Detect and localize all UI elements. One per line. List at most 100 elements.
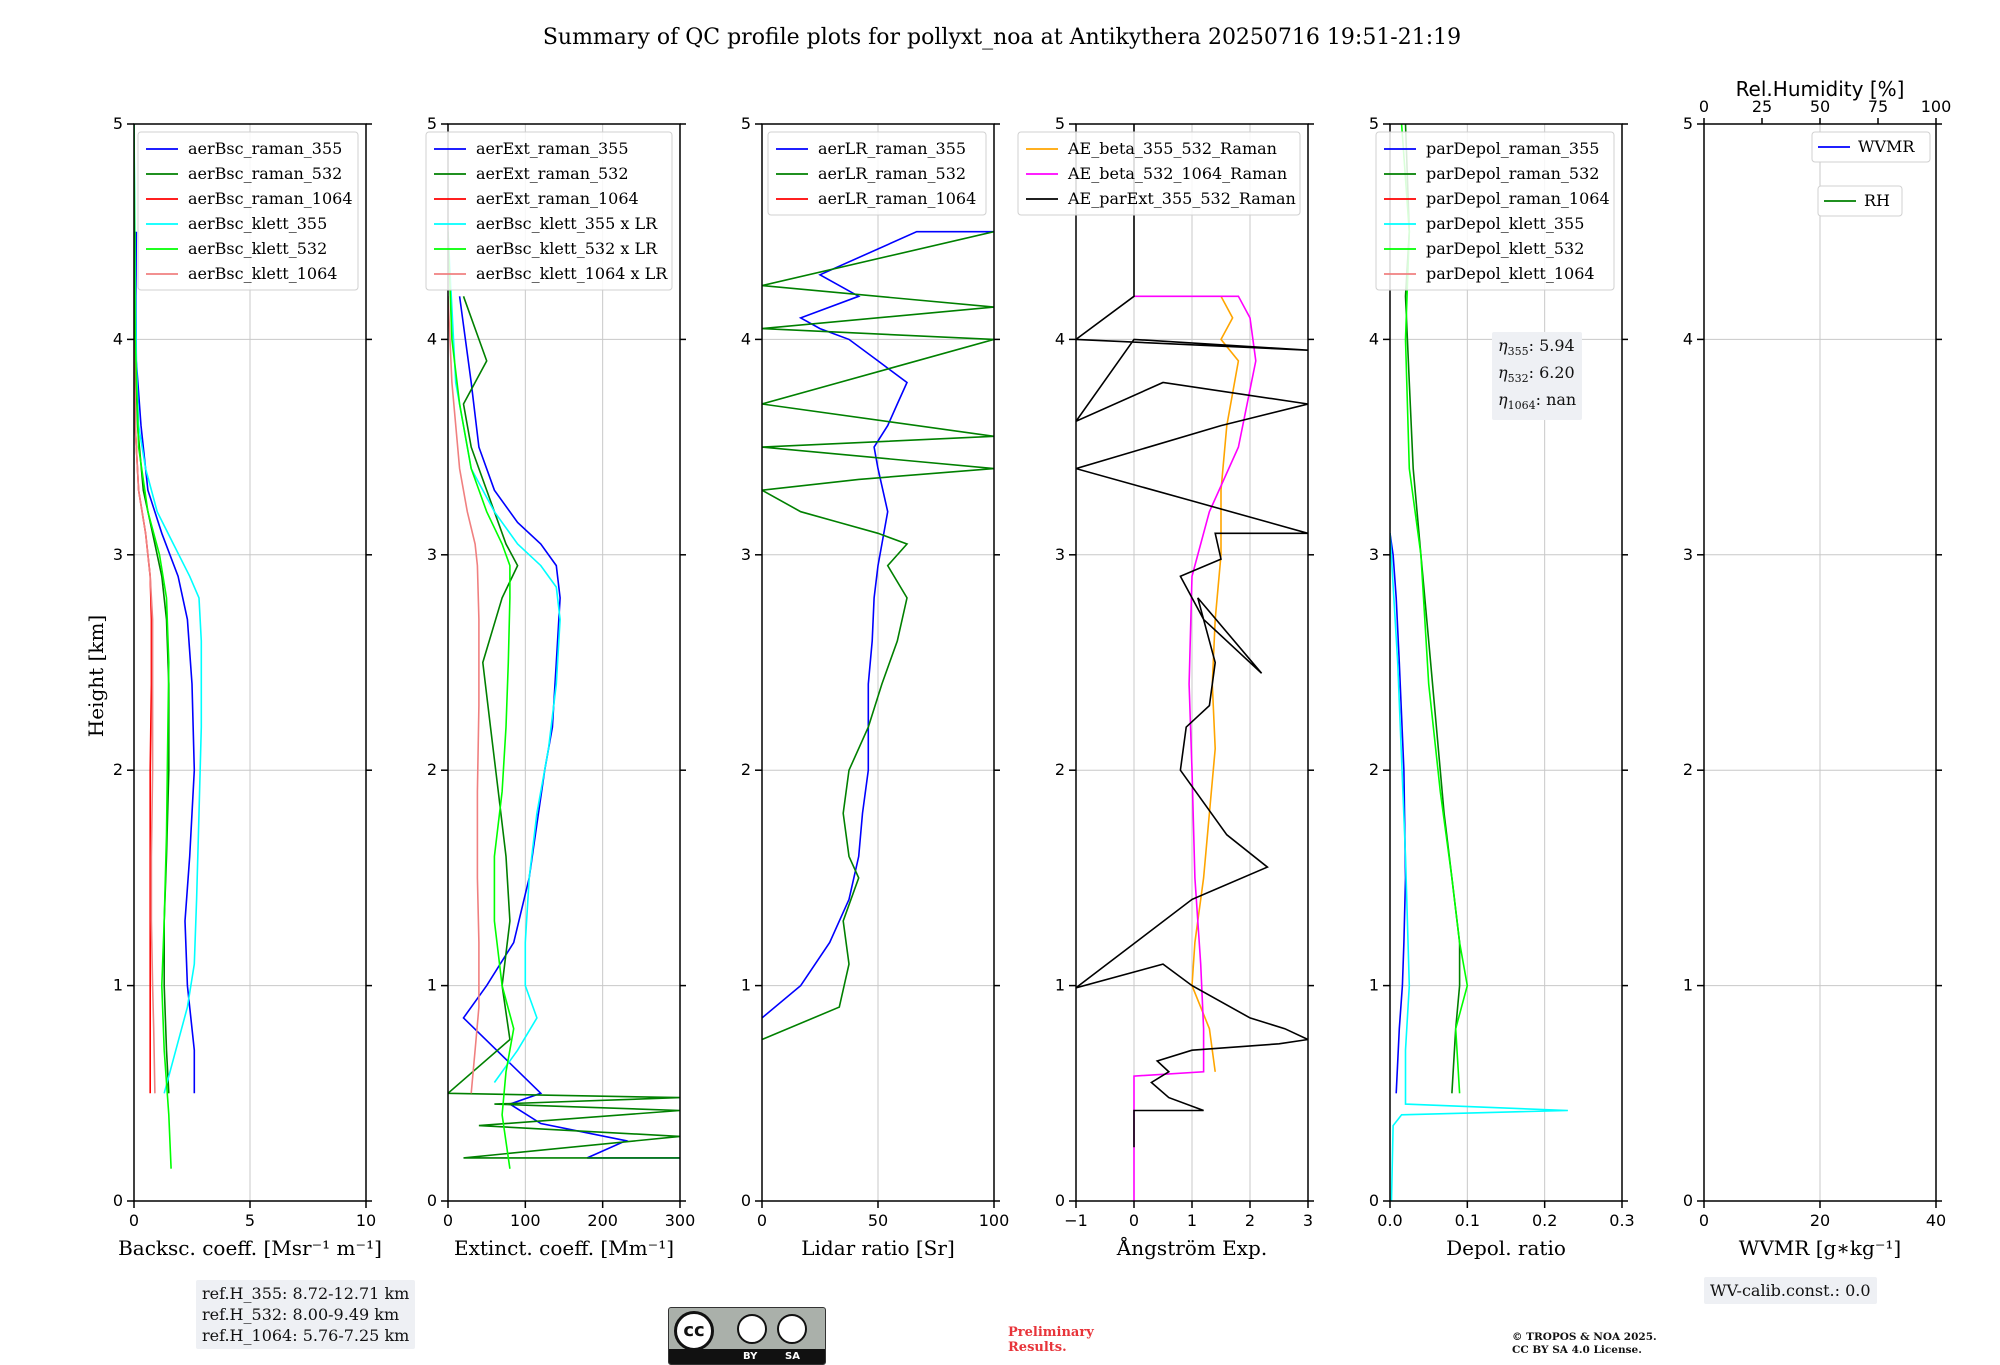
axes-frame (133, 123, 367, 1202)
y-tick-label: 3 (1683, 545, 1693, 564)
series-line-aerBsc_raman_355 (135, 231, 196, 1094)
series-line-aerLR_raman_355 (762, 230, 994, 1019)
series-line-aerBsc_klett_1064 x LR (448, 296, 480, 1094)
legend-label: aerBsc_klett_532 x LR (476, 239, 658, 258)
legend-label: WVMR (1858, 137, 1915, 156)
y-tick-label: 5 (427, 114, 437, 133)
axes-frame (447, 123, 681, 1202)
top-tick-label: 0 (1699, 97, 1709, 116)
y-tick-label: 0 (427, 1191, 437, 1210)
series-line-aerExt_raman_355 (458, 296, 680, 1159)
y-tick-label: 0 (1055, 1191, 1065, 1210)
x-tick-label: 100 (979, 1211, 1010, 1230)
legend-box (425, 131, 673, 291)
y-tick-label: 3 (427, 545, 437, 564)
legend-label: AE_beta_532_1064_Raman (1067, 164, 1287, 183)
top-tick-label: 50 (1810, 97, 1830, 116)
y-tick-label: 5 (1683, 114, 1693, 133)
series-line-aerLR_raman_532 (762, 230, 994, 1041)
legend-box (767, 131, 987, 216)
legend-label: parDepol_klett_355 (1426, 214, 1584, 233)
series-line-AE_parExt_355_532_Raman (1076, 124, 1308, 1148)
axes-frame (761, 123, 995, 1202)
top-tick-label: 75 (1868, 97, 1888, 116)
y-tick-label: 1 (1683, 976, 1693, 995)
y-tick-label: 5 (113, 114, 123, 133)
series-line-aerExt_raman_532 (448, 296, 680, 1159)
legend-label: aerBsc_klett_1064 x LR (476, 264, 668, 283)
y-tick-label: 1 (427, 976, 437, 995)
x-axis-label: Ångström Exp. (1116, 1235, 1267, 1260)
x-axis-label: Depol. ratio (1446, 1236, 1566, 1260)
attribution-icon (737, 1314, 767, 1344)
y-tick-label: 5 (1055, 114, 1065, 133)
legend-label: aerExt_raman_532 (476, 164, 629, 183)
sa-label: SA (785, 1351, 800, 1362)
x-tick-label: 3 (1303, 1211, 1313, 1230)
top-axis-label: Rel.Humidity [%] (1736, 77, 1905, 101)
ref-line: ref.H_355: 8.72-12.71 km (202, 1284, 410, 1303)
x-tick-label: 0.2 (1532, 1211, 1557, 1230)
x-tick-label: 100 (510, 1211, 541, 1230)
y-tick-label: 3 (113, 545, 123, 564)
legend-label: aerBsc_raman_1064 (188, 189, 353, 208)
series-line-AE_beta_355_532_Raman (1191, 295, 1240, 1072)
x-axis-label: Extinct. coeff. [Mm⁻¹] (454, 1236, 674, 1260)
eta-line: η532: 6.20 (1498, 363, 1575, 386)
by-label: BY (743, 1351, 758, 1362)
legend-label: AE_parExt_355_532_Raman (1067, 189, 1296, 208)
x-tick-label: 0.0 (1377, 1211, 1402, 1230)
wv-calibration-box: WV-calib.const.: 0.0 (1704, 1277, 1877, 1304)
y-tick-label: 4 (113, 329, 123, 348)
x-tick-label: 0 (1699, 1211, 1709, 1230)
panel-6: 0 20 40 0 1 2 3 4 5 WVMR [g∗kg⁻¹] 0 25 50 75 100 Rel.Hu… (1683, 77, 1951, 1260)
y-tick-label: 2 (741, 760, 751, 779)
legend-label: RH (1864, 191, 1890, 210)
legend-box (1811, 131, 1931, 163)
series-line-AE_beta_532_1064_Raman (1133, 295, 1257, 1201)
y-axis-label: Height [km] (84, 615, 108, 737)
y-tick-label: 0 (113, 1191, 123, 1210)
x-tick-label: 0 (1129, 1211, 1139, 1230)
series-line-aerBsc_klett_1064 (134, 339, 156, 1094)
legend-label: aerExt_raman_355 (476, 139, 629, 158)
y-tick-label: 2 (1683, 760, 1693, 779)
legend-box (1375, 131, 1615, 291)
x-axis-label: WVMR [g∗kg⁻¹] (1739, 1236, 1901, 1260)
series-line-aerBsc_klett_532 (134, 124, 172, 1169)
top-tick-label: 25 (1752, 97, 1772, 116)
legend-box (1017, 131, 1301, 216)
legend-label: aerBsc_raman_355 (188, 139, 342, 158)
y-tick-label: 2 (113, 760, 123, 779)
y-tick-label: 1 (113, 976, 123, 995)
figure-title: Summary of QC profile plots for pollyxt_… (543, 25, 1461, 50)
copyright-note: © TROPOS & NOA 2025. CC BY SA 4.0 Licens… (1512, 1331, 1657, 1356)
cc-icon: cc (674, 1311, 714, 1351)
y-tick-label: 5 (1369, 114, 1379, 133)
legend-box (137, 131, 359, 291)
y-tick-label: 4 (1055, 329, 1065, 348)
legend-label: parDepol_klett_1064 (1426, 264, 1595, 283)
legend-box (1817, 185, 1903, 217)
x-tick-label: 0.3 (1609, 1211, 1634, 1230)
x-axis-label: Lidar ratio [Sr] (801, 1236, 955, 1260)
legend-label: aerBsc_klett_1064 (188, 264, 337, 283)
eta-line: η355: 5.94 (1498, 336, 1575, 359)
series-line-aerBsc_klett_355 x LR (448, 231, 561, 1083)
axes-frame (1389, 123, 1623, 1202)
x-tick-label: 0.1 (1455, 1211, 1480, 1230)
y-tick-label: 3 (741, 545, 751, 564)
preliminary-note: Preliminary Results. (1008, 1325, 1094, 1355)
series-line-aerBsc_klett_532 x LR (448, 231, 515, 1169)
legend-label: parDepol_raman_355 (1426, 139, 1599, 158)
x-tick-label: 0 (443, 1211, 453, 1230)
legend-label: parDepol_raman_532 (1426, 164, 1599, 183)
x-tick-label: 1 (1187, 1211, 1197, 1230)
legend-label: aerExt_raman_1064 (476, 189, 639, 208)
x-tick-label: 40 (1926, 1211, 1946, 1230)
panel-2: 0 100 200 300 0 1 2 3 4 5 Extinct. coeff. [Mm⁻¹] ae… (425, 114, 695, 1260)
axes-frame (1075, 123, 1309, 1202)
y-tick-label: 4 (427, 329, 437, 348)
